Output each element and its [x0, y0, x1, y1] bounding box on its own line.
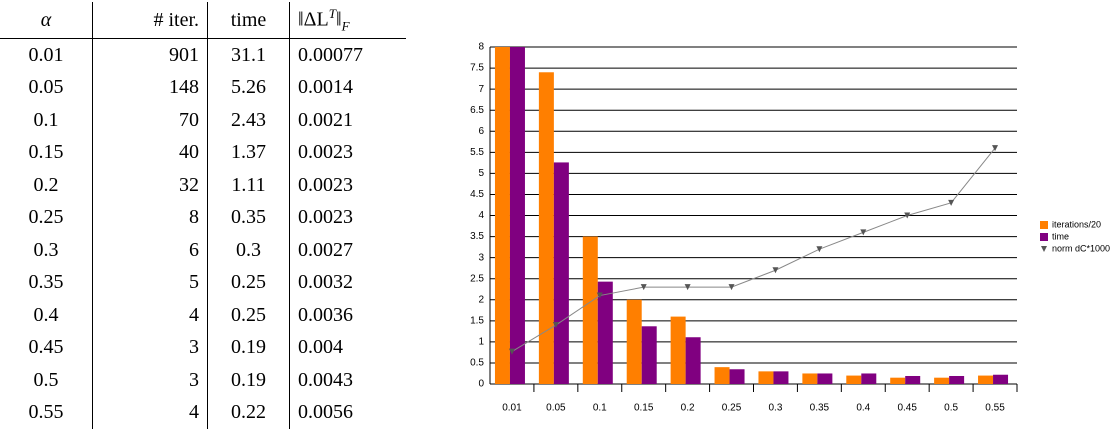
x-tick-label: 0.35	[810, 403, 830, 414]
legend-swatch	[1040, 233, 1048, 241]
chart: 0 0.5 1 1.5 2 2.5 3 3.5 4 4.5 5 5.5 6 6.5 7 7.5 8 0.01 0.0…	[0, 0, 1120, 419]
x-tick-label: 0.3	[769, 403, 783, 414]
x-tick-label: 0.45	[897, 403, 917, 414]
bar	[846, 376, 861, 384]
y-tick-label: 4.5	[470, 189, 484, 200]
marker	[772, 267, 778, 273]
bar	[934, 378, 949, 384]
bar	[510, 0, 525, 384]
bar	[978, 376, 993, 384]
y-tick-label: 2	[478, 294, 484, 305]
y-tick-label: 6	[478, 126, 484, 137]
x-tick-label: 0.15	[634, 403, 654, 414]
bar	[715, 367, 730, 384]
bar	[905, 376, 920, 384]
y-tick-label: 1	[478, 337, 484, 348]
bar	[758, 371, 773, 384]
x-tick-label: 0.1	[593, 403, 607, 414]
y-tick-label: 7.5	[470, 63, 484, 74]
bar	[817, 373, 832, 384]
x-tick-label: 0.55	[985, 403, 1005, 414]
marker	[948, 200, 954, 206]
legend-label: time	[1052, 231, 1069, 241]
plot	[495, 0, 1008, 384]
x-tick-label: 0.25	[722, 403, 742, 414]
y-tick-label: 0	[478, 379, 484, 390]
y-tick-label: 7	[478, 84, 484, 95]
bar	[773, 371, 788, 384]
marker	[860, 229, 866, 235]
bar	[890, 378, 905, 384]
y-tick-label: 6.5	[470, 105, 484, 116]
y-tick-label: 1.5	[470, 315, 484, 326]
x-tick-label: 0.2	[681, 403, 695, 414]
x-tick-label: 0.4	[856, 403, 870, 414]
bar	[554, 162, 569, 384]
y-tick-label: 2.5	[470, 273, 484, 284]
bar	[993, 375, 1008, 384]
bar	[671, 317, 686, 384]
y-tick-label: 5	[478, 168, 484, 179]
legend-swatch	[1040, 221, 1048, 229]
bar	[495, 0, 510, 384]
bar	[686, 337, 701, 384]
legend-label: iterations/20	[1052, 219, 1101, 229]
x-tick-label: 0.01	[502, 403, 522, 414]
marker	[816, 246, 822, 252]
bar	[642, 326, 657, 384]
bar	[949, 376, 964, 384]
legend-label: norm dC*1000	[1052, 243, 1110, 253]
bar	[802, 373, 817, 384]
y-tick-label: 3	[478, 252, 484, 263]
bar	[539, 72, 554, 384]
bar	[627, 300, 642, 384]
y-tick-label: 0.5	[470, 358, 484, 369]
y-tick-label: 8	[478, 42, 484, 53]
bar	[861, 373, 876, 384]
x-tick-label: 0.5	[944, 403, 958, 414]
bar	[583, 237, 598, 384]
y-tick-label: 5.5	[470, 147, 484, 158]
y-tick-label: 3.5	[470, 231, 484, 242]
y-tick-label: 4	[478, 210, 484, 221]
x-tick-label: 0.05	[546, 403, 566, 414]
bar	[730, 369, 745, 384]
